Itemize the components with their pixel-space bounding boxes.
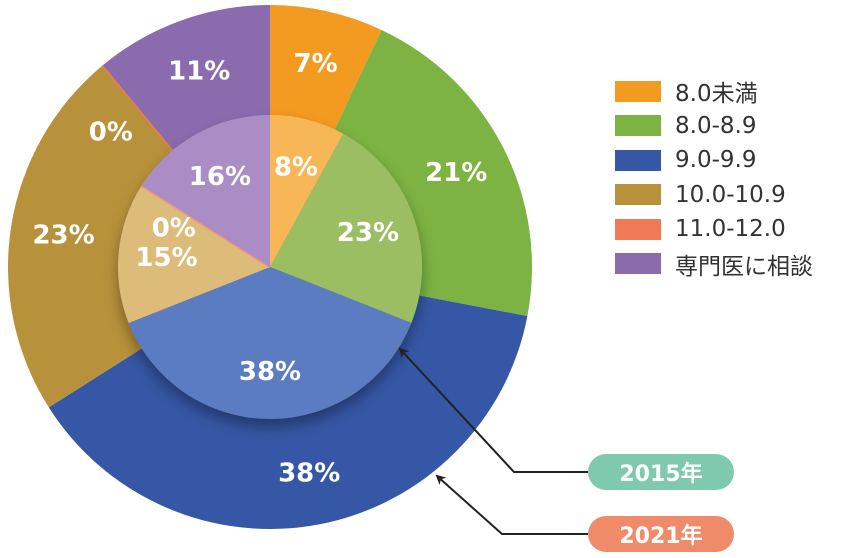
- badge-2021: 2021年: [588, 516, 734, 552]
- outer-label-3: 23%: [32, 220, 94, 250]
- legend-item: 10.0-10.9: [615, 178, 813, 213]
- legend-label: 8.0-8.9: [675, 112, 757, 139]
- arrow-2015: [398, 347, 588, 473]
- legend-swatch: [615, 218, 661, 240]
- legend-swatch: [615, 184, 661, 206]
- badge-2015: 2015年: [588, 454, 734, 490]
- inner-label-2: 38%: [239, 357, 301, 387]
- legend-item: 8.0未満: [615, 74, 813, 109]
- legend-label: 専門医に相談: [675, 253, 813, 280]
- legend: 8.0未満 8.0-8.9 9.0-9.9 10.0-10.9 11.0-12.…: [615, 74, 813, 281]
- outer-label-0: 7%: [294, 49, 338, 79]
- arrow-2021: [435, 474, 588, 535]
- inner-label-0: 8%: [274, 152, 318, 182]
- inner-label-1: 23%: [337, 218, 399, 248]
- outer-label-2: 38%: [278, 458, 340, 488]
- inner-label-3: 15%: [135, 243, 197, 273]
- legend-item: 8.0-8.9: [615, 109, 813, 144]
- outer-label-5: 11%: [168, 56, 230, 86]
- callout-arrows: [398, 347, 588, 535]
- legend-swatch: [615, 80, 661, 102]
- legend-item: 専門医に相談: [615, 247, 813, 282]
- inner-slice-0: [270, 115, 344, 267]
- inner-label-5: 16%: [189, 162, 251, 192]
- inner-label-4: 0%: [152, 213, 196, 243]
- legend-item: 9.0-9.9: [615, 143, 813, 178]
- legend-label: 8.0未満: [675, 81, 758, 108]
- legend-swatch: [615, 149, 661, 171]
- inner-slice-1: [270, 133, 423, 323]
- legend-item: 11.0-12.0: [615, 212, 813, 247]
- outer-label-1: 21%: [425, 158, 487, 188]
- inner-slice-3: [117, 185, 271, 323]
- legend-swatch: [615, 253, 661, 275]
- outer-label-4: 0%: [89, 118, 133, 148]
- inner-slice-2: [128, 267, 412, 420]
- legend-label: 10.0-10.9: [675, 181, 786, 208]
- slice-labels: 7%21%38%23%0%11%8%23%38%15%0%16%: [32, 49, 487, 488]
- legend-label: 11.0-12.0: [675, 216, 786, 243]
- inner-slice-5: [141, 115, 270, 267]
- legend-label: 9.0-9.9: [675, 147, 757, 174]
- inner-ring-2015: [117, 115, 423, 420]
- legend-swatch: [615, 115, 661, 137]
